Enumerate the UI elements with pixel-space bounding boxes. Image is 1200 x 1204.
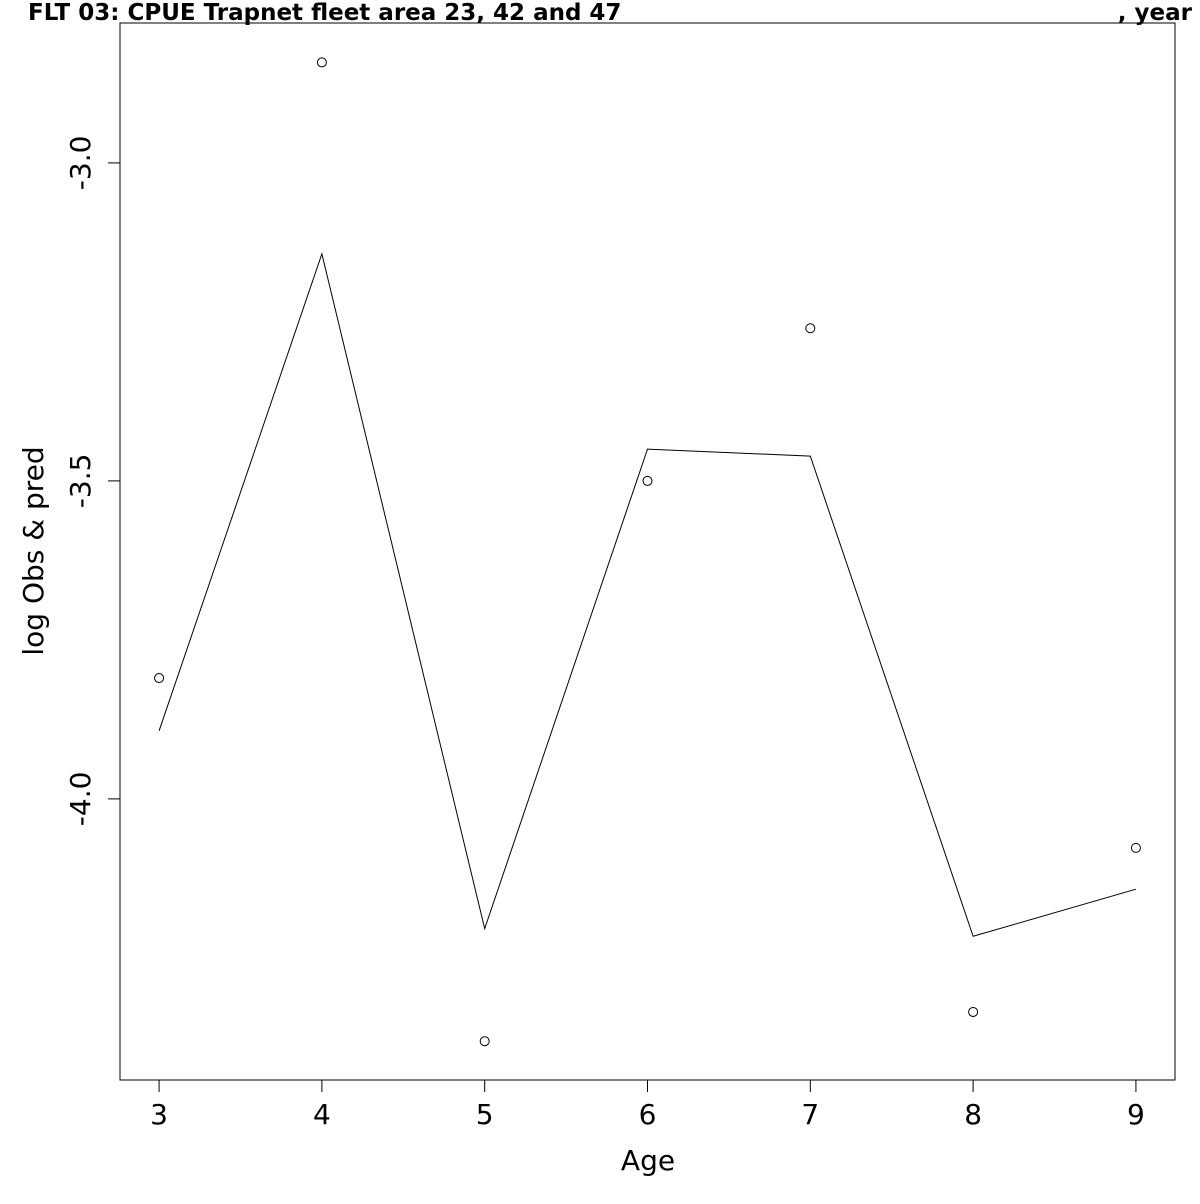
x-tick-label: 9 [1127, 1098, 1145, 1131]
x-tick-label: 7 [801, 1098, 819, 1131]
chart-title: FLT 03: CPUE Trapnet fleet area 23, 42 a… [28, 0, 621, 26]
observed-point [154, 673, 165, 684]
observed-point [805, 323, 816, 334]
plot-frame [119, 22, 1176, 1081]
chart-title-suffix: , year [1118, 0, 1193, 26]
x-tick-label: 6 [639, 1098, 657, 1131]
y-axis: -3.0 -3.5 -4.0 [64, 136, 120, 827]
observed-point [1130, 842, 1141, 853]
observed-point [642, 475, 653, 486]
x-axis: 3 4 5 6 7 8 9 [150, 1080, 1145, 1131]
x-axis-label: Age [621, 1144, 675, 1177]
observed-point [316, 57, 327, 68]
x-tick-label: 3 [150, 1098, 168, 1131]
observed-point [479, 1036, 490, 1047]
predicted-series-line [158, 252, 1137, 937]
y-tick-label: -3.0 [64, 136, 97, 191]
series-layer [154, 57, 1141, 1047]
x-tick-label: 8 [964, 1098, 982, 1131]
x-tick-label: 5 [476, 1098, 494, 1131]
y-tick-label: -3.5 [64, 454, 97, 509]
y-tick-label: -4.0 [64, 772, 97, 827]
y-axis-label: log Obs & pred [17, 446, 50, 655]
observed-point [968, 1006, 979, 1017]
x-tick-label: 4 [313, 1098, 331, 1131]
